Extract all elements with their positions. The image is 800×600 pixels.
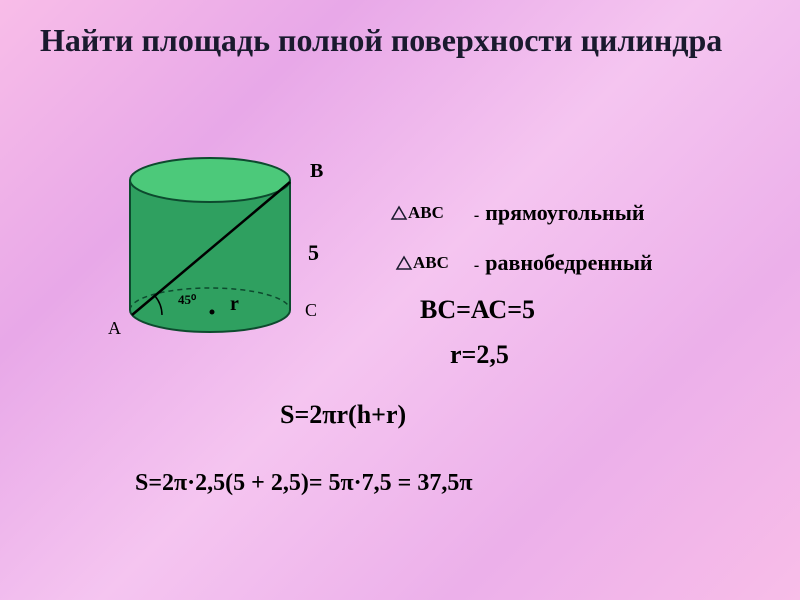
vertex-label-c: C [305,300,317,321]
cylinder-svg [100,150,320,370]
angle-label-45: 45⁰ [178,292,196,308]
slide: Найти площадь полной поверхности цилиндр… [0,0,800,600]
calculation-result: S=2π·2,5(5 + 2,5)= 5π·7,5 = 37,5π [135,470,473,497]
radius-value: r=2,5 [450,340,509,370]
triangle-type-line-2: АВС -равнобедренный [395,250,653,276]
isosceles-text: равнобедренный [485,250,652,275]
radius-label-r: r [230,293,239,316]
triangle-type-line-1: АВС -прямоугольный [390,200,645,226]
cylinder-diagram [100,150,320,370]
surface-area-formula: S=2πr(h+r) [280,400,406,430]
slide-title: Найти площадь полной поверхности цилиндр… [40,20,780,62]
sides-equation: ВС=АС=5 [420,295,535,325]
dash-2: - [474,257,479,274]
dash-1: - [474,207,479,224]
right-angle-text: прямоугольный [485,200,644,225]
side-length-5: 5 [308,240,319,266]
vertex-label-b: B [310,160,323,183]
triangle-icon [395,255,413,271]
triangle-abc-label-2: АВС [413,253,449,273]
triangle-abc-label-1: АВС [408,203,444,223]
triangle-icon [390,205,408,221]
vertex-label-a: A [108,318,121,339]
